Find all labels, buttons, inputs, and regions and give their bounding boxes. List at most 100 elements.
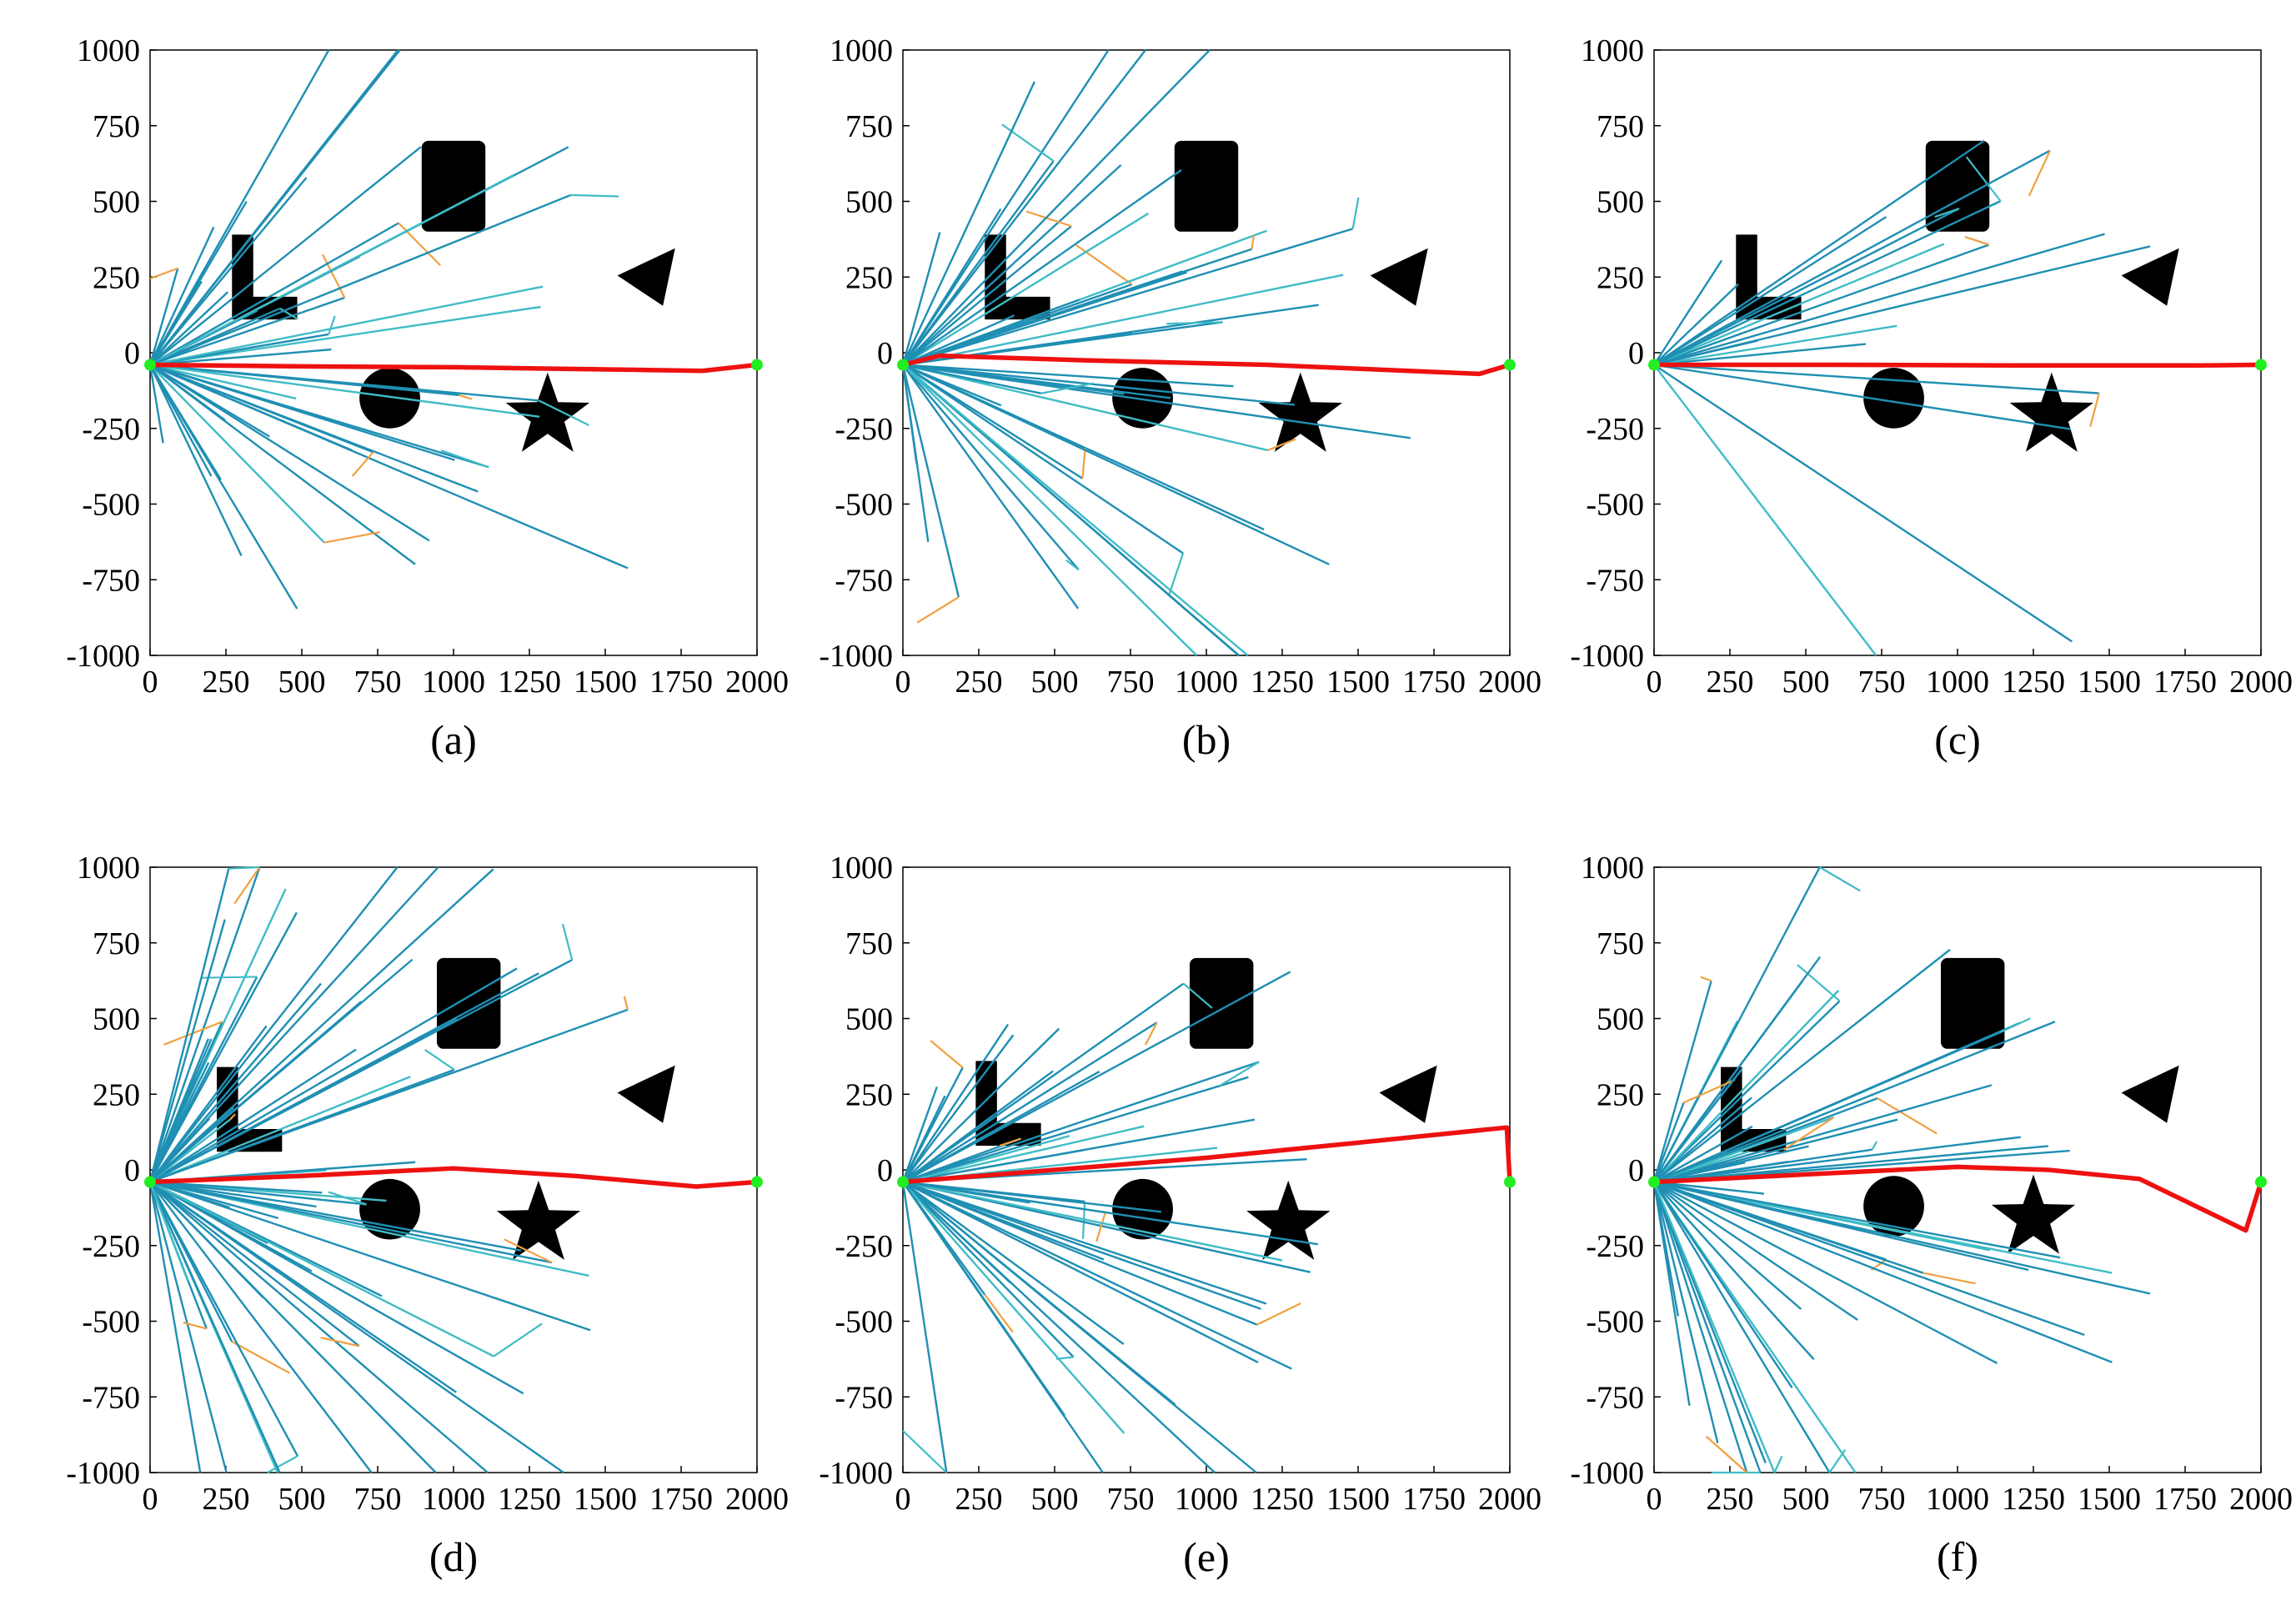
tree-branch (1934, 208, 1960, 218)
planned-path (149, 1166, 758, 1189)
tree-branch (1256, 1302, 1301, 1326)
x-tick-label: 1000 (1175, 665, 1238, 700)
x-tick-label: 250 (1707, 665, 1754, 700)
tree-branch (902, 1034, 1015, 1183)
y-tick-label: 750 (93, 109, 140, 144)
l-shape-obstacle (217, 1066, 283, 1152)
x-tick-label: 1250 (1251, 1482, 1314, 1517)
tree-branch (1653, 324, 1897, 366)
tree-branch (148, 226, 215, 366)
y-tick-label: 750 (93, 926, 140, 961)
tree-branch (902, 212, 1150, 366)
tree-branch (902, 1149, 1084, 1183)
tree-branch (902, 364, 1330, 565)
tree-branch (902, 1076, 1249, 1183)
tree-branch (1653, 1116, 1835, 1183)
tree-branch (1025, 210, 1072, 228)
tree-branch (561, 923, 574, 961)
triangle-obstacle (1370, 248, 1428, 306)
x-tick-label: 1500 (574, 665, 637, 700)
tree-branch (149, 364, 270, 438)
tree-branch (200, 976, 258, 979)
x-tick-label: 500 (278, 1482, 326, 1517)
tree-branch (901, 1182, 948, 1473)
tree-branch (1653, 1181, 1924, 1274)
y-tick-label: -500 (835, 1305, 893, 1340)
tree-branch (902, 1181, 1125, 1345)
tree-branch (902, 225, 1072, 366)
tree-branch (149, 364, 297, 400)
x-tick-label: 750 (1107, 1482, 1155, 1517)
y-tick-label: 500 (1597, 1002, 1644, 1037)
y-tick-label: 250 (845, 1077, 893, 1112)
x-tick-label: 1500 (2078, 1482, 2141, 1517)
tree-branch (623, 996, 629, 1011)
x-tick-label: 0 (1647, 1482, 1662, 1517)
x-tick-label: 1750 (2153, 665, 2217, 700)
tree-branch (1653, 990, 1840, 1183)
tree-branch (1653, 1181, 2085, 1336)
tree-branch (1999, 1017, 2031, 1033)
tree-branch (902, 982, 1185, 1183)
tree-branch (149, 1181, 279, 1220)
tree-branch (149, 1048, 357, 1183)
tree-branch (901, 208, 1002, 366)
tree-branch (1653, 1181, 1802, 1310)
tree-branch (148, 364, 298, 610)
x-tick-label: 2000 (1478, 1482, 1542, 1517)
tree-branch (1705, 1435, 1748, 1473)
x-tick-label: 0 (895, 665, 911, 700)
circle-obstacle (359, 368, 420, 429)
tree-branch (149, 364, 430, 542)
tree-branch (149, 868, 494, 1183)
panel-e: 0 250 500 750 1000 1250 1500 1750 2000 1000 750 500… (819, 851, 1542, 1580)
y-tick-label: -250 (82, 412, 140, 447)
tree-branch (902, 1181, 1267, 1305)
y-tick-label: 250 (1597, 260, 1644, 295)
y-tick-label: 500 (845, 185, 893, 220)
y-tick-label: -250 (835, 1229, 893, 1264)
y-tick-label: -250 (1586, 412, 1644, 447)
goal-marker (751, 359, 763, 371)
y-tick-label: -1000 (1570, 1456, 1644, 1491)
x-tick-label: 750 (1858, 1482, 1906, 1517)
tree-branch (1653, 364, 1877, 656)
tree-branch (328, 1191, 367, 1206)
x-tick-label: 1750 (649, 665, 713, 700)
tree-branch (149, 1181, 494, 1358)
y-tick-label: 750 (1597, 926, 1644, 961)
tree-branch (902, 1181, 1283, 1262)
x-tick-label: 750 (1858, 665, 1906, 700)
tree-branch (1653, 1181, 1765, 1195)
x-tick-label: 0 (895, 1482, 911, 1517)
tree-branch (322, 253, 346, 299)
tree-branch (231, 1340, 291, 1374)
x-tick-label: 1750 (1402, 665, 1466, 700)
tree-branch (1653, 1145, 1809, 1183)
tree-branch (1095, 1212, 1106, 1242)
tree-branch (149, 267, 178, 280)
x-tick-label: 750 (354, 1482, 402, 1517)
tree-branch (2028, 150, 2051, 197)
tree-branch (149, 348, 332, 366)
tree-branch (1653, 948, 1951, 1183)
tree-branch (149, 173, 514, 366)
x-tick-label: 500 (1031, 1482, 1079, 1517)
tree-branch (1819, 866, 1861, 892)
x-tick-label: 750 (1107, 665, 1155, 700)
tree-branch (267, 1455, 298, 1473)
tree-branch (148, 866, 261, 1182)
tree-branch (902, 364, 1184, 555)
tree-branch (1144, 1021, 1158, 1046)
square-obstacle (1174, 140, 1239, 232)
y-tick-label: -250 (1586, 1229, 1644, 1264)
x-tick-label: 2000 (725, 665, 789, 700)
tree-branch (149, 193, 572, 366)
tree-branch (149, 972, 539, 1183)
tree-branch (1652, 1182, 1748, 1473)
tree-branch (916, 596, 960, 624)
tree-branch (902, 49, 1146, 366)
star-obstacle (1258, 372, 1343, 452)
tree-branch (1652, 259, 1723, 366)
triangle-obstacle (617, 248, 675, 306)
